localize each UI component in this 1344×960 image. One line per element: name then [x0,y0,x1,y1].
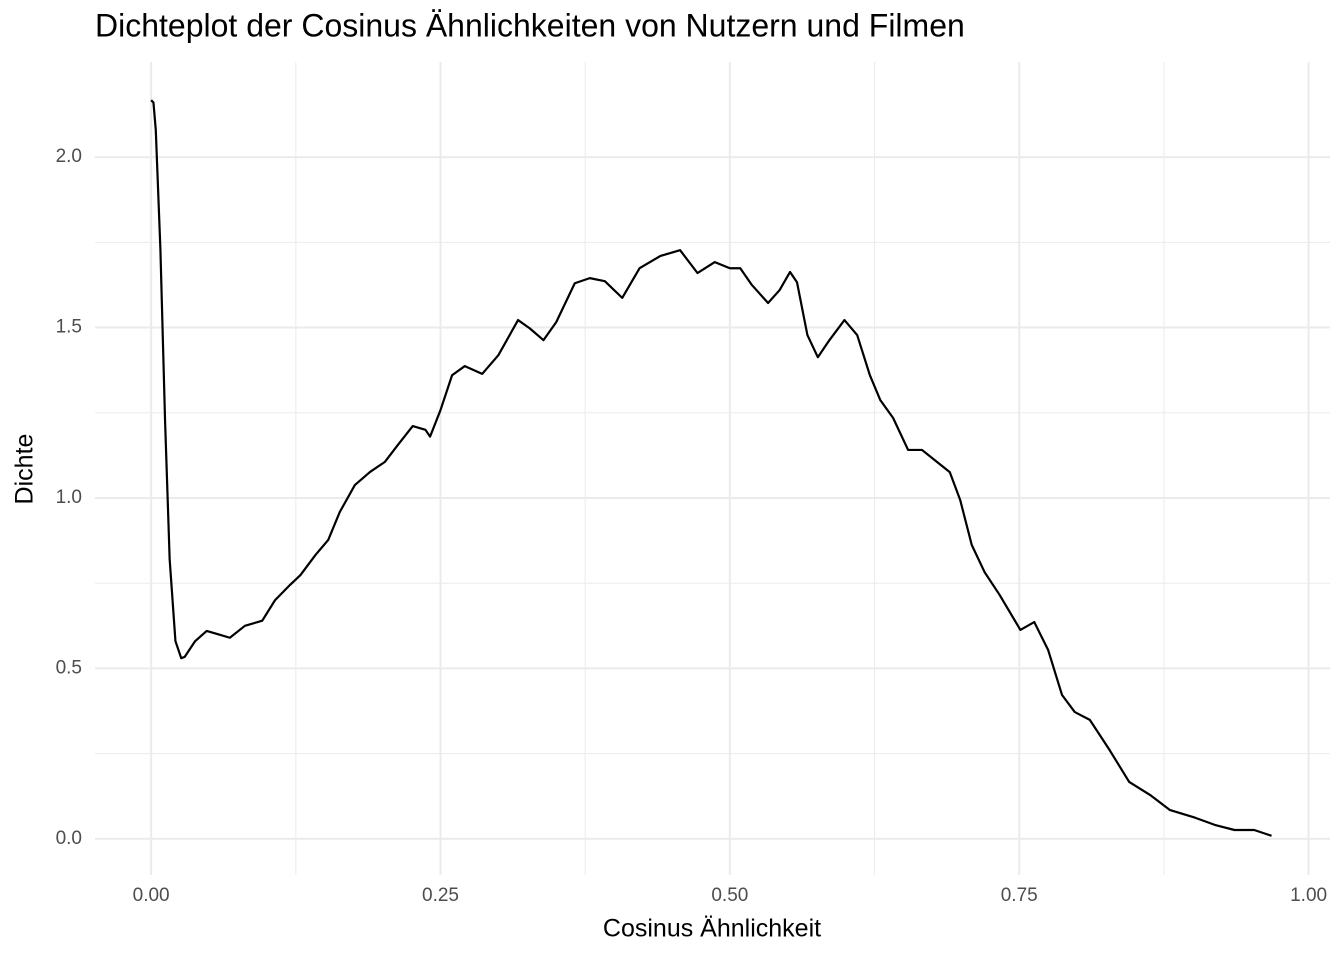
y-tick-label: 2.0 [56,146,82,167]
plot-marks [150,99,1272,837]
y-axis-title: Dichte [11,434,39,505]
x-tick-label: 0.75 [1001,885,1038,906]
x-tick-label: 0.25 [422,885,459,906]
x-tick-label: 0.00 [133,885,170,906]
y-tick-label: 0.0 [56,828,82,849]
y-tick-label: 0.5 [56,657,82,678]
x-tick-label: 1.00 [1290,885,1327,906]
y-tick-label: 1.5 [56,317,82,338]
y-tick-label: 1.0 [56,487,82,508]
grid [95,62,1330,875]
x-axis-title: Cosinus Ähnlichkeit [603,915,821,943]
chart-title: Dichteplot der Cosinus Ähnlichkeiten von… [95,7,965,43]
density-line [150,99,1272,837]
x-tick-label: 0.50 [711,885,748,906]
